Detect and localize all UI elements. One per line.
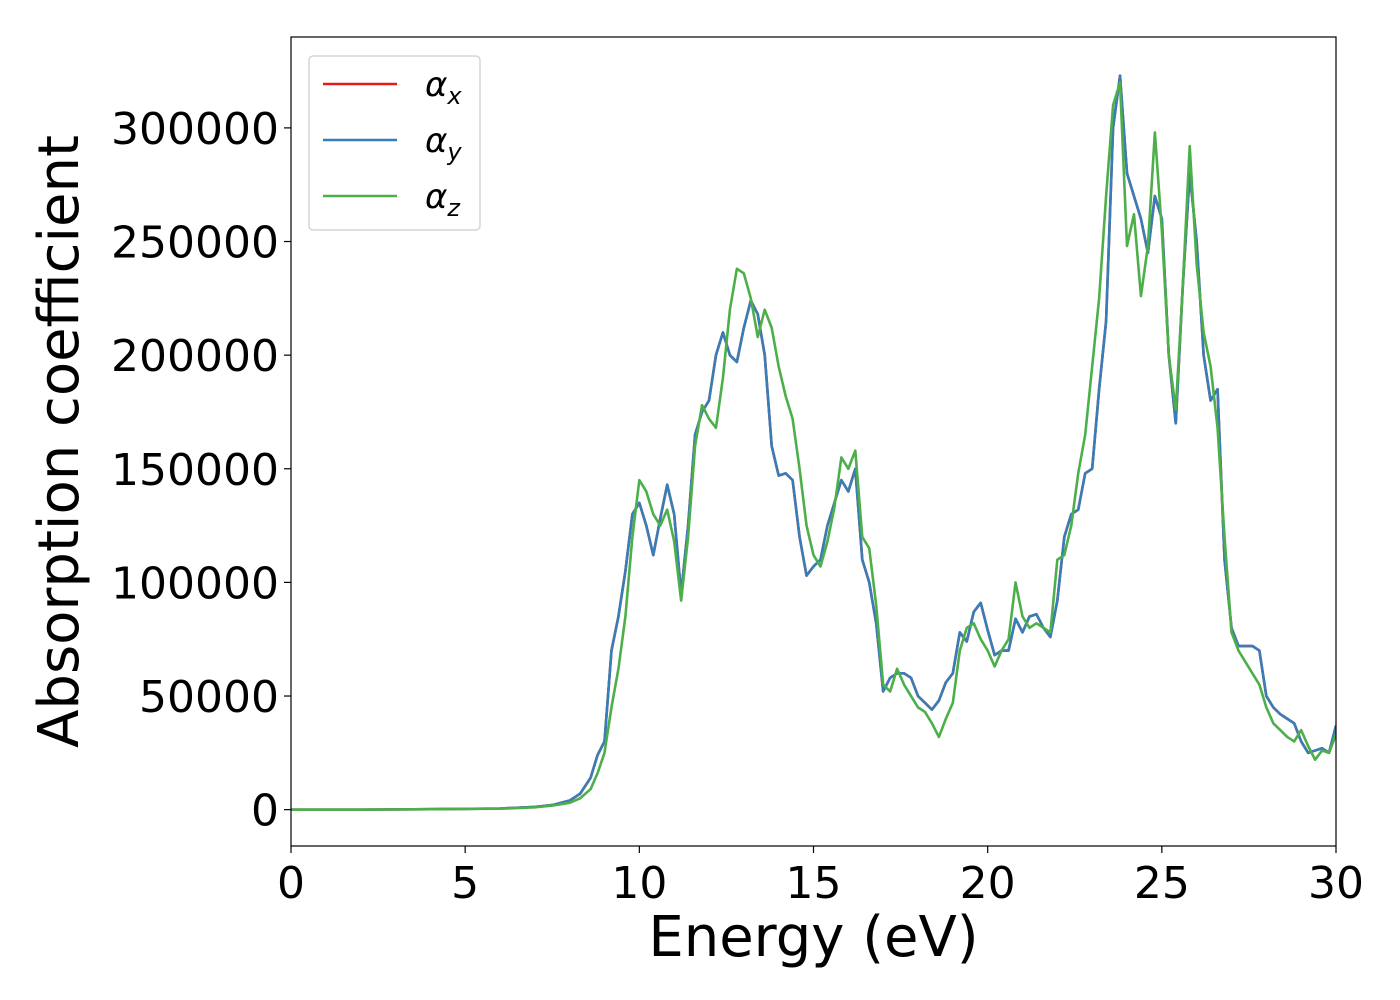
- series-line-alpha-y: [291, 74, 1336, 811]
- y-axis-ticks: 0 50000 100000 150000 200000 250000 300000: [111, 104, 291, 837]
- y-tick-label: 300000: [111, 104, 279, 155]
- series-line-alpha-z: [291, 81, 1336, 811]
- x-tick-label: 0: [277, 858, 305, 909]
- legend-subscript: x: [446, 82, 462, 110]
- y-tick-label: 100000: [111, 558, 279, 609]
- x-axis-ticks: 0 5 10 15 20 25 30: [277, 846, 1364, 909]
- x-tick-label: 20: [960, 858, 1016, 909]
- legend-subscript: z: [446, 194, 461, 222]
- x-tick-label: 5: [451, 858, 479, 909]
- legend-symbol: α: [425, 177, 447, 217]
- legend-symbol: α: [425, 121, 447, 161]
- y-tick-label: 0: [251, 786, 279, 837]
- y-tick-label: 150000: [111, 445, 279, 496]
- y-tick-label: 200000: [111, 331, 279, 382]
- x-tick-label: 25: [1134, 858, 1190, 909]
- legend-symbol: α: [425, 65, 447, 105]
- legend-label: αz: [425, 177, 461, 222]
- x-tick-label: 30: [1308, 858, 1364, 909]
- x-tick-label: 10: [611, 858, 667, 909]
- legend-box: [308, 55, 481, 231]
- y-axis-label: Absorption coefficient: [27, 135, 92, 748]
- legend-subscript: y: [446, 138, 462, 166]
- legend-label: αx: [425, 65, 462, 110]
- series-layer: [291, 74, 1336, 811]
- x-axis-label: Energy (eV): [648, 905, 978, 970]
- legend-label: αy: [425, 121, 462, 166]
- y-tick-label: 50000: [139, 672, 279, 723]
- y-tick-label: 250000: [111, 218, 279, 269]
- x-tick-label: 15: [786, 858, 842, 909]
